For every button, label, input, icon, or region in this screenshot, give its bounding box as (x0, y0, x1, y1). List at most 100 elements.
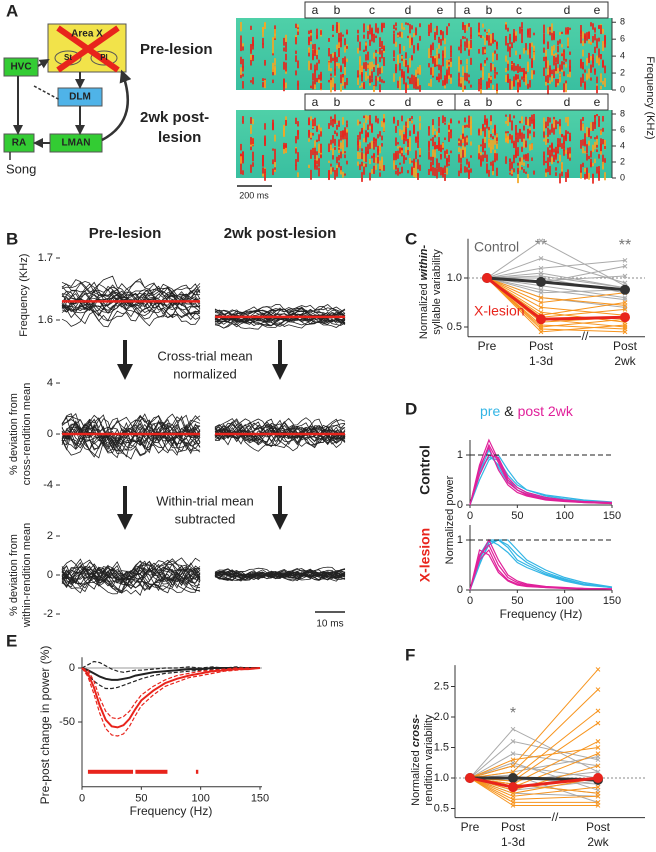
error-curve (81, 667, 261, 737)
spectral-energy (346, 77, 348, 86)
spectral-energy (314, 43, 316, 53)
spectral-energy (369, 61, 371, 71)
spectral-energy (417, 173, 419, 180)
spectral-energy (297, 130, 299, 140)
individual-point (538, 238, 544, 244)
spectral-energy (496, 72, 498, 75)
x-tick-label: Post (529, 339, 554, 353)
trace (61, 569, 201, 593)
spectral-energy (367, 132, 369, 138)
spectral-energy (440, 166, 442, 176)
spectral-energy (415, 81, 417, 90)
spectral-energy (240, 22, 242, 32)
spectral-energy (496, 143, 498, 149)
spectral-energy (334, 114, 336, 124)
trace (61, 281, 201, 303)
spectral-energy (525, 171, 527, 174)
spectral-energy (430, 55, 432, 58)
spectral-energy (405, 82, 407, 91)
spectral-energy (543, 67, 545, 76)
spectral-energy (430, 44, 432, 53)
spectral-energy (240, 67, 242, 75)
spectral-energy (393, 153, 395, 161)
y-tick-label: 8 (620, 17, 625, 27)
circuit-diagram: Area X St Pl HVC DLM RA LMAN (3, 23, 132, 160)
spectral-energy (588, 155, 590, 160)
spectral-energy (563, 83, 565, 93)
individual-point (622, 329, 628, 335)
spectral-energy (312, 53, 314, 61)
spectral-energy (559, 138, 561, 148)
legend-and: & (504, 403, 514, 419)
spectral-energy (434, 149, 436, 158)
spectral-energy (432, 149, 434, 157)
spectral-energy (436, 158, 438, 169)
spectral-energy (359, 121, 361, 124)
spectral-energy (519, 120, 521, 124)
spectral-energy (415, 150, 417, 160)
spectral-energy (470, 84, 472, 88)
step-label: subtracted (175, 511, 236, 526)
spectral-energy (460, 76, 462, 85)
x-axis-label: Frequency (Hz) (130, 804, 213, 818)
spectral-energy (523, 67, 525, 78)
spectral-energy (310, 63, 312, 70)
spectral-energy (320, 155, 322, 158)
spectral-energy (460, 148, 462, 158)
syllable-box (304, 1, 456, 19)
spectral-energy (357, 77, 359, 85)
spectral-energy (438, 127, 440, 133)
spectral-energy (436, 131, 438, 137)
spectral-energy (401, 115, 403, 122)
scale-bar-label: 200 ms (239, 190, 269, 200)
spectral-energy (401, 31, 403, 38)
mean-point (536, 276, 546, 287)
spectral-energy (517, 162, 519, 166)
spectral-energy (478, 48, 480, 54)
spectral-energy (460, 60, 462, 65)
spectral-energy (496, 137, 498, 142)
spectral-energy (438, 140, 440, 150)
spectral-energy (336, 56, 338, 62)
spectral-energy (363, 166, 365, 175)
spectral-energy (598, 119, 600, 127)
spectral-energy (517, 147, 519, 157)
spectral-energy (367, 31, 369, 40)
significance-bar (135, 769, 168, 774)
spectral-energy (264, 171, 266, 181)
spectral-energy (310, 85, 312, 89)
spectral-energy (328, 172, 330, 176)
spectral-energy (561, 53, 563, 57)
spectral-energy (545, 121, 547, 128)
spectral-energy (492, 136, 494, 140)
spectral-energy (434, 167, 436, 177)
spectral-energy (393, 73, 395, 82)
spectral-energy (381, 40, 383, 50)
spectral-energy (490, 118, 492, 126)
spectral-energy (480, 35, 482, 38)
spectral-energy (250, 117, 252, 124)
trace-group (61, 275, 201, 328)
spectral-energy (428, 63, 430, 68)
spectral-energy (586, 75, 588, 81)
spectral-energy (328, 38, 330, 42)
spectral-energy (557, 45, 559, 53)
axis-break: // (582, 329, 589, 343)
spectral-energy (482, 154, 484, 162)
spectral-energy (444, 75, 446, 85)
spectral-energy (397, 34, 399, 38)
spectral-energy (490, 161, 492, 166)
x-tick-label: 50 (135, 793, 147, 805)
spectral-energy (484, 119, 486, 123)
y-tick-label: 1 (457, 449, 463, 461)
spectral-energy (250, 54, 252, 60)
spectral-energy (369, 67, 371, 76)
spectral-energy (521, 35, 523, 44)
spectral-energy (442, 115, 444, 124)
spectral-energy (357, 119, 359, 126)
spectral-energy (361, 172, 363, 182)
spectral-energy (357, 29, 359, 34)
spectral-energy (559, 39, 561, 44)
spectral-energy (466, 124, 468, 128)
spectral-energy (450, 119, 452, 123)
